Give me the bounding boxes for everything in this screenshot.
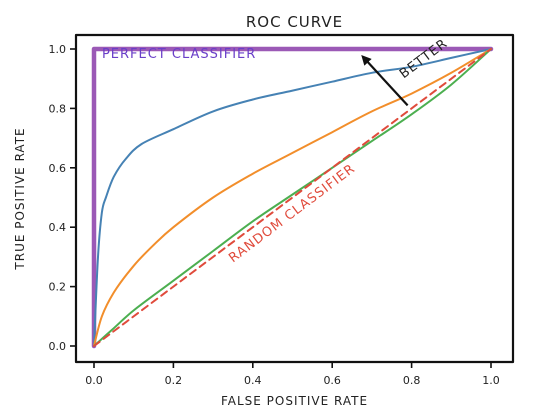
x-tick-label: 0.2 (165, 374, 183, 387)
y-tick-label: 0.2 (49, 281, 67, 294)
annotation-perfect-classifier: PERFECT CLASSIFIER (102, 47, 256, 62)
y-tick-label: 0.8 (49, 102, 67, 115)
x-axis-label: FALSE POSITIVE RATE (221, 394, 368, 408)
x-tick-label: 0.6 (323, 374, 341, 387)
series-layer (91, 46, 494, 349)
series-line-curve-2 (93, 48, 492, 347)
plot-frame (74, 33, 515, 364)
better-arrow (361, 54, 409, 107)
plot-border (74, 33, 515, 364)
x-tick-label: 1.0 (482, 374, 500, 387)
series-line-curve-1 (93, 48, 492, 347)
chart-title: ROC CURVE (246, 13, 343, 31)
series-line-random-classifier (93, 48, 492, 347)
x-tick-label: 0.4 (244, 374, 262, 387)
x-tick-label: 0.8 (403, 374, 421, 387)
y-tick-label: 1.0 (49, 43, 67, 56)
tick-layer: 0.0 0.2 0.4 0.6 0.8 1.0 0.0 0.2 0.4 0.6 0.8 1.0 (49, 43, 500, 387)
x-tick-label: 0.0 (85, 374, 103, 387)
y-tick-label: 0.0 (49, 340, 67, 353)
y-tick-label: 0.4 (49, 221, 67, 234)
series-line-curve-3 (93, 48, 492, 347)
series-line-perfect-classifier (91, 46, 494, 349)
y-axis-label: TRUE POSITIVE RATE (13, 127, 27, 270)
y-tick-label: 0.6 (49, 162, 67, 175)
